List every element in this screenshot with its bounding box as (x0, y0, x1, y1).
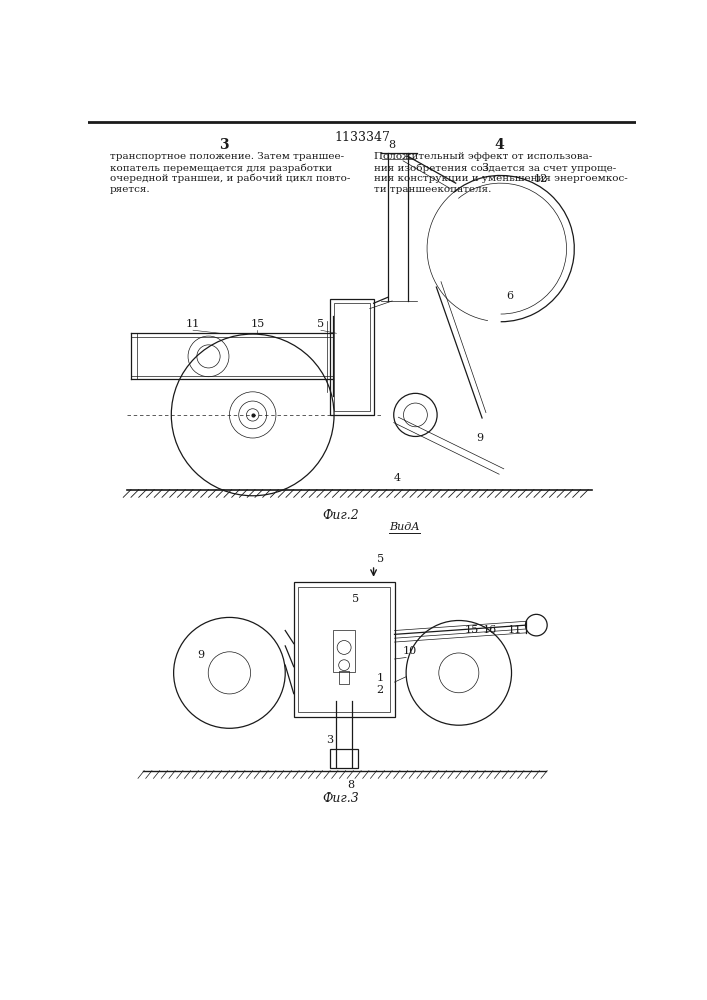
Text: 4: 4 (393, 473, 400, 483)
Text: ния конструкции и уменьшения энергоемкос-: ния конструкции и уменьшения энергоемкос… (373, 174, 627, 183)
Text: 1133347: 1133347 (334, 131, 390, 144)
Text: ти траншеекопателя.: ти траншеекопателя. (373, 185, 491, 194)
Text: 6: 6 (506, 291, 513, 301)
Text: транспортное положение. Затем траншее-: транспортное положение. Затем траншее- (110, 152, 344, 161)
Text: 16: 16 (483, 625, 497, 635)
Text: 5: 5 (317, 319, 325, 329)
Bar (293, 582, 395, 717)
Text: Фиг.2: Фиг.2 (322, 509, 358, 522)
Bar (330, 749, 358, 768)
Text: 4: 4 (494, 138, 504, 152)
Text: Положительный эффект от использова-: Положительный эффект от использова- (373, 152, 592, 161)
Bar (333, 630, 355, 672)
Text: Фиг.3: Фиг.3 (322, 792, 358, 805)
Text: очередной траншеи, и рабочий цикл повто-: очередной траншеи, и рабочий цикл повто- (110, 174, 351, 183)
Bar (334, 303, 370, 411)
Text: 15: 15 (465, 625, 479, 635)
Text: ряется.: ряется. (110, 185, 151, 194)
Text: 2: 2 (376, 685, 383, 695)
Text: 12: 12 (534, 174, 548, 184)
Bar (298, 587, 390, 712)
Text: ния изобретения создается за счет упроще-: ния изобретения создается за счет упроще… (373, 163, 616, 173)
Text: 1: 1 (376, 673, 383, 683)
Text: 10: 10 (403, 646, 417, 656)
Text: 15: 15 (250, 319, 264, 329)
Text: 8: 8 (346, 780, 354, 790)
Text: 5: 5 (377, 554, 384, 564)
Text: 5: 5 (352, 594, 359, 604)
Text: 8: 8 (389, 140, 396, 150)
Text: 3: 3 (481, 163, 489, 173)
Text: копатель перемещается для разработки: копатель перемещается для разработки (110, 163, 332, 173)
Text: 11: 11 (508, 625, 522, 635)
Text: 9: 9 (197, 650, 204, 660)
Bar (330, 299, 373, 415)
Text: ВидА: ВидА (390, 522, 420, 532)
Text: 9: 9 (477, 433, 484, 443)
Text: 3: 3 (327, 735, 334, 745)
Text: 3: 3 (219, 138, 229, 152)
Bar (339, 671, 349, 684)
Text: 11: 11 (186, 319, 200, 329)
